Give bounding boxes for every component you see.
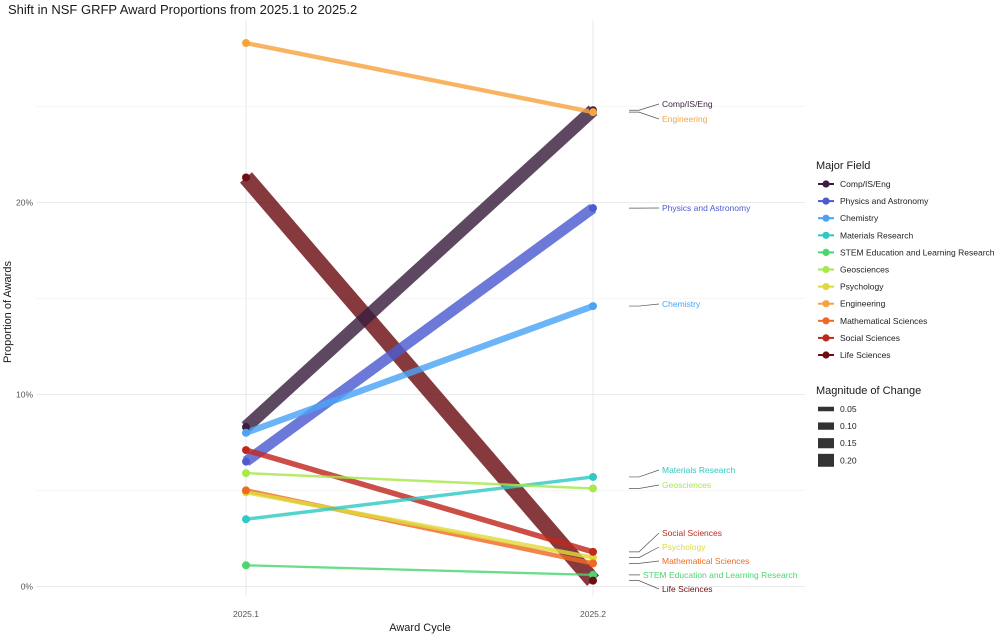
- legend-key-point-mathematical-sciences: [822, 317, 830, 325]
- legend-label-geosciences: Geosciences: [840, 265, 889, 275]
- label-connector-engineering: [629, 111, 660, 120]
- legend-key-point-psychology: [822, 283, 830, 291]
- legend-size-label: 0.10: [840, 421, 857, 431]
- end-label-chemistry: Chemistry: [662, 299, 701, 309]
- series-points: [242, 39, 597, 585]
- point-mathematical-sciences-2: [589, 559, 597, 568]
- end-label-physics-and-astronomy: Physics and Astronomy: [662, 203, 751, 213]
- legend-key-point-chemistry: [822, 214, 830, 222]
- legend-label-life-sciences: Life Sciences: [840, 350, 891, 360]
- legend-major-field-title: Major Field: [816, 160, 870, 172]
- y-tick-label: 10%: [16, 389, 33, 399]
- series-line-geosciences: [245, 471, 594, 490]
- label-connector-mathematical-sciences: [629, 560, 660, 564]
- legend-size-key: [818, 438, 834, 449]
- legend-size-label: 0.15: [840, 438, 857, 448]
- legend-label-chemistry: Chemistry: [840, 213, 879, 223]
- series-line-materials-research: [245, 475, 594, 521]
- legend-size-key: [818, 453, 834, 467]
- point-engineering-1: [242, 39, 250, 48]
- label-connector-comp-is-eng: [629, 103, 660, 111]
- point-engineering-2: [589, 108, 597, 117]
- legend-size-key: [818, 422, 834, 430]
- legend-label-psychology: Psychology: [840, 282, 884, 292]
- legend-size-label: 0.20: [840, 455, 857, 465]
- point-stem-education-and-learning-research-1: [242, 561, 250, 570]
- x-tick-label: 2025.1: [233, 609, 259, 619]
- y-tick-label: 20%: [16, 197, 33, 207]
- x-tick-label: 2025.2: [580, 609, 606, 619]
- point-stem-education-and-learning-research-2: [589, 570, 597, 579]
- legend-label-mathematical-sciences: Mathematical Sciences: [840, 316, 927, 326]
- series-lines: [239, 40, 600, 586]
- point-geosciences-2: [589, 484, 597, 493]
- end-label-engineering: Engineering: [662, 114, 708, 124]
- legend-label-materials-research: Materials Research: [840, 230, 913, 240]
- point-geosciences-1: [242, 469, 250, 478]
- point-comp-is-eng-1: [242, 423, 250, 432]
- point-materials-research-2: [589, 472, 597, 481]
- legend-size-key: [818, 406, 834, 412]
- series-line-engineering: [245, 40, 594, 115]
- y-axis-title: Proportion of Awards: [2, 261, 14, 363]
- legend-label-comp-is-eng: Comp/IS/Eng: [840, 179, 891, 189]
- label-connector-chemistry: [629, 303, 660, 307]
- point-social-sciences-2: [589, 547, 597, 556]
- point-mathematical-sciences-1: [242, 486, 250, 495]
- end-label-social-sciences: Social Sciences: [662, 528, 722, 538]
- legend-key-point-physics-and-astronomy: [822, 197, 830, 205]
- end-label-geosciences: Geosciences: [662, 480, 711, 490]
- x-axis-title: Award Cycle: [389, 622, 451, 634]
- legend-key-point-stem-education-and-learning-research: [822, 248, 830, 256]
- legend-magnitude-title: Magnitude of Change: [816, 385, 921, 397]
- point-chemistry-2: [589, 302, 597, 311]
- legend-magnitude: Magnitude of Change 0.05 0.10 0.15 0.20: [816, 385, 921, 467]
- series-line-comp-is-eng: [241, 105, 598, 432]
- label-connector-life-sciences: [629, 580, 660, 590]
- end-label-mathematical-sciences: Mathematical Sciences: [662, 556, 749, 566]
- point-physics-and-astronomy-1: [242, 457, 250, 466]
- series-line-social-sciences: [245, 447, 594, 555]
- legend-key-point-geosciences: [822, 265, 830, 274]
- point-life-sciences-1: [242, 173, 250, 182]
- end-label-materials-research: Materials Research: [662, 465, 735, 475]
- series-line-chemistry: [244, 303, 595, 436]
- y-axis-ticks: 0% 10% 20%: [16, 197, 33, 591]
- legend-label-social-sciences: Social Sciences: [840, 333, 900, 343]
- legend-size-label: 0.05: [840, 404, 857, 414]
- label-connector-social-sciences: [629, 532, 660, 553]
- end-label-psychology: Psychology: [662, 542, 706, 552]
- label-connector-geosciences: [629, 484, 660, 489]
- legend-label-physics-and-astronomy: Physics and Astronomy: [840, 196, 929, 206]
- point-physics-and-astronomy-2: [589, 204, 597, 213]
- end-label-life-sciences: Life Sciences: [662, 584, 713, 594]
- label-connector-psychology: [629, 546, 660, 558]
- legend-label-engineering: Engineering: [840, 299, 886, 309]
- series-line-physics-and-astronomy: [242, 203, 597, 466]
- y-tick-label: 0%: [21, 581, 34, 591]
- series-line-psychology: [245, 490, 594, 560]
- legend-label-stem-education-and-learning-research: STEM Education and Learning Research: [840, 247, 995, 257]
- end-labels: Comp/IS/Eng Physics and Astronomy Chemistr…: [629, 99, 798, 594]
- legend-key-point-materials-research: [822, 231, 830, 239]
- x-axis-ticks: 2025.1 2025.2: [233, 609, 606, 619]
- legend-key-point-comp-is-eng: [822, 180, 830, 188]
- legend-key-point-life-sciences: [822, 351, 830, 359]
- point-chemistry-1: [242, 428, 250, 437]
- series-line-stem-education-and-learning-research: [245, 564, 594, 577]
- point-life-sciences-2: [589, 576, 597, 585]
- legend-major-field: Major Field Comp/IS/Eng Physics and Astro…: [816, 160, 995, 360]
- end-label-comp-is-eng: Comp/IS/Eng: [662, 99, 713, 109]
- end-label-stem-education-and-learning-research: STEM Education and Learning Research: [643, 570, 798, 580]
- chart-title: Shift in NSF GRFP Award Proportions from…: [8, 2, 357, 17]
- legend-key-point-engineering: [822, 300, 830, 308]
- point-materials-research-1: [242, 515, 250, 524]
- label-connector-materials-research: [629, 469, 660, 478]
- point-psychology-2: [589, 553, 597, 562]
- legend-key-point-social-sciences: [822, 334, 830, 342]
- point-social-sciences-1: [242, 446, 250, 455]
- series-line-life-sciences: [239, 172, 600, 586]
